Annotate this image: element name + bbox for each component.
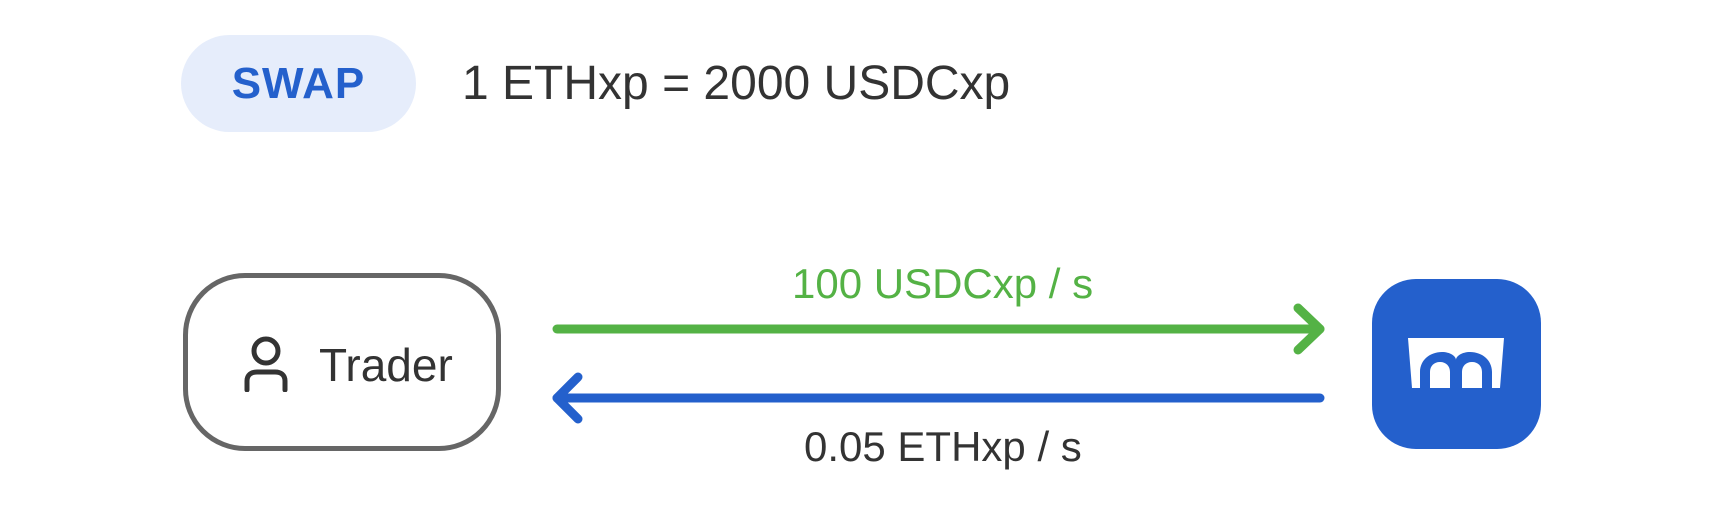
incoming-flow-label: 0.05 ETHxp / s	[804, 423, 1082, 470]
user-icon	[244, 336, 288, 392]
swap-badge-label: SWAP	[231, 58, 366, 108]
bridge-icon	[1408, 338, 1504, 388]
pool-node	[1372, 279, 1541, 449]
incoming-flow-arrow	[552, 372, 1325, 424]
trader-node	[183, 273, 501, 451]
trader-label: Trader	[319, 339, 453, 391]
outgoing-flow-arrow	[552, 303, 1325, 355]
outgoing-flow-label: 100 USDCxp / s	[792, 260, 1094, 307]
exchange-rate-text: 1 ETHxp = 2000 USDCxp	[462, 57, 1011, 110]
swap-badge: SWAP	[181, 35, 416, 132]
